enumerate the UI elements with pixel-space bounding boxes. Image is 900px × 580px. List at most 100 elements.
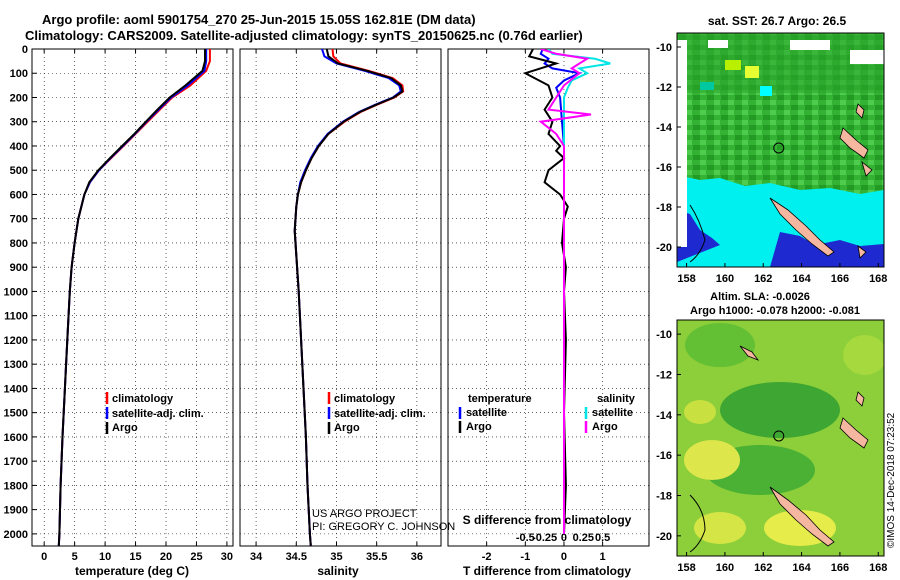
- salinity-xlabel: salinity: [317, 564, 359, 578]
- difference-xlabel: T difference from climatology: [463, 564, 631, 578]
- map-x-tick-label: 160: [716, 273, 734, 285]
- legend-argo-label: Argo: [112, 422, 138, 434]
- sst-map-title: sat. SST: 26.7 Argo: 26.5: [708, 14, 847, 28]
- salinity-legend: climatology satellite-adj. clim. Argo: [327, 392, 426, 434]
- series-line-salinity-argo: [538, 49, 592, 534]
- x-tick-label: 20: [160, 551, 172, 563]
- sst-warm-patch: [725, 60, 741, 70]
- sla-high-patch: [694, 512, 746, 544]
- sst-missing-data: [677, 40, 687, 247]
- x-tick-label: 25: [190, 551, 202, 563]
- sla-low-patch: [685, 323, 755, 367]
- depth-tick-label: 1800: [4, 480, 28, 492]
- sst-missing-data: [708, 40, 728, 48]
- depth-tick-label: 1400: [4, 383, 28, 395]
- sla-high-patch: [843, 335, 884, 375]
- x2-tick-label: -0.5: [516, 532, 535, 544]
- map-y-tick-label: -20: [656, 531, 672, 543]
- vanuatu-island: [861, 160, 873, 177]
- depth-tick-label: 1900: [4, 505, 28, 517]
- solomon-island: [739, 345, 760, 361]
- depth-tick-label: 1700: [4, 456, 28, 468]
- map-x-tick-label: 166: [831, 273, 849, 285]
- sst-coldest-region: [677, 210, 720, 262]
- series-line-salinity-satellite: [547, 49, 611, 534]
- sst-map-frame: [676, 32, 885, 268]
- sst-missing-data: [850, 50, 884, 64]
- difference-x2label: S difference from climatology: [463, 513, 632, 527]
- x2-tick-label: 0.25: [573, 532, 594, 544]
- depth-tick-label: 600: [10, 189, 28, 201]
- map-x-tick-label: 164: [792, 562, 811, 574]
- depth-tick-label: 1100: [4, 311, 28, 323]
- legend-climatology-label: climatology: [334, 393, 396, 405]
- x2-tick-label: -0.25: [532, 532, 557, 544]
- map-y-tick-label: -18: [656, 490, 672, 502]
- depth-tick-label: 200: [10, 92, 28, 104]
- map-x-tick-label: 160: [716, 562, 734, 574]
- vanuatu-island: [839, 417, 869, 449]
- gridlines: [32, 48, 649, 546]
- bathymetry-contour: [689, 204, 706, 263]
- temperature-axes-frame: [31, 48, 234, 547]
- data-series: [57, 49, 611, 546]
- bathymetry-contour: [689, 494, 706, 553]
- series-line-satellite-adj-clim-: [293, 49, 402, 546]
- temperature-legend: climatology satellite-adj. clim. Argo: [105, 392, 204, 434]
- x-tick-label: 15: [129, 551, 141, 563]
- x-tick-label: 35: [330, 551, 342, 563]
- x-tick-label: 5: [72, 551, 78, 563]
- sst-cool-patch: [760, 86, 772, 96]
- sla-high-patch: [684, 400, 716, 424]
- depth-tick-label: 800: [10, 238, 28, 250]
- sla-map-frame: [676, 319, 885, 557]
- sla-map-title-line1: Altim. SLA: -0.0026: [710, 291, 810, 303]
- depth-tick-label: 700: [10, 214, 28, 226]
- map-x-tick-label: 162: [754, 273, 772, 285]
- float-location-marker: [773, 142, 785, 154]
- map-x-tick-label: 158: [677, 273, 695, 285]
- map-y-tick-label: -10: [656, 329, 672, 341]
- x2-tick-label: 0: [561, 532, 567, 544]
- series-group: [293, 49, 405, 546]
- map-y-tick-label: -16: [656, 450, 672, 462]
- sla-high-patch: [684, 440, 740, 480]
- sst-cool-patch: [700, 82, 714, 90]
- new-caledonia-island: [769, 197, 835, 257]
- legend-argo-label: Argo: [334, 422, 360, 434]
- sla-map: [677, 320, 884, 556]
- legend-salinity-heading: salinity: [597, 393, 636, 405]
- depth-tick-label: 1200: [4, 335, 28, 347]
- map-x-tick-label: 168: [869, 273, 887, 285]
- x-tick-label: 34.5: [286, 551, 307, 563]
- sst-map: [677, 33, 884, 267]
- vanuatu-island: [855, 391, 865, 407]
- legend-temp-argo-label: Argo: [466, 421, 492, 433]
- x-tick-label: -2: [482, 551, 492, 563]
- legend-temperature-heading: temperature: [468, 393, 532, 405]
- legend-sal-satellite-label: satellite: [592, 407, 633, 419]
- depth-tick-label: 900: [10, 262, 28, 274]
- series-line-climatology: [293, 49, 405, 546]
- figure-title-line1: Argo profile: aoml 5901754_270 25-Jun-20…: [42, 12, 476, 27]
- series-line-argo: [57, 49, 206, 546]
- map-y-tick-label: -16: [656, 162, 672, 174]
- map-x-tick-label: 164: [792, 273, 811, 285]
- x-tick-label: 30: [221, 551, 233, 563]
- depth-tick-label: 0: [22, 44, 28, 56]
- depth-tick-label: 2000: [4, 529, 28, 541]
- sla-map-ticks: 158 160 162 164 166 168 -10 -12 -14 -16 -18 -20: [656, 329, 887, 574]
- x-axis-ticks: 0 5 10 15 20 25 30 34 34.5 35 35.5 36 -2 -1 0 1 -0.5-0.2…: [41, 49, 610, 563]
- depth-tick-label: 1600: [4, 432, 28, 444]
- sst-map-ticks: 158 160 162 164 166 168 -10 -12 -14 -16 -18 -20: [656, 42, 887, 285]
- legend-temp-satellite-label: satellite: [466, 407, 507, 419]
- sla-map-title-line2: Argo h1000: -0.078 h2000: -0.081: [690, 305, 860, 317]
- depth-tick-label: 400: [10, 141, 28, 153]
- difference-axes-frame: [447, 48, 650, 547]
- x-tick-label: 36: [411, 551, 423, 563]
- sla-low-patch: [720, 382, 840, 438]
- x-tick-label: 35.5: [366, 551, 387, 563]
- series-group: [522, 49, 611, 534]
